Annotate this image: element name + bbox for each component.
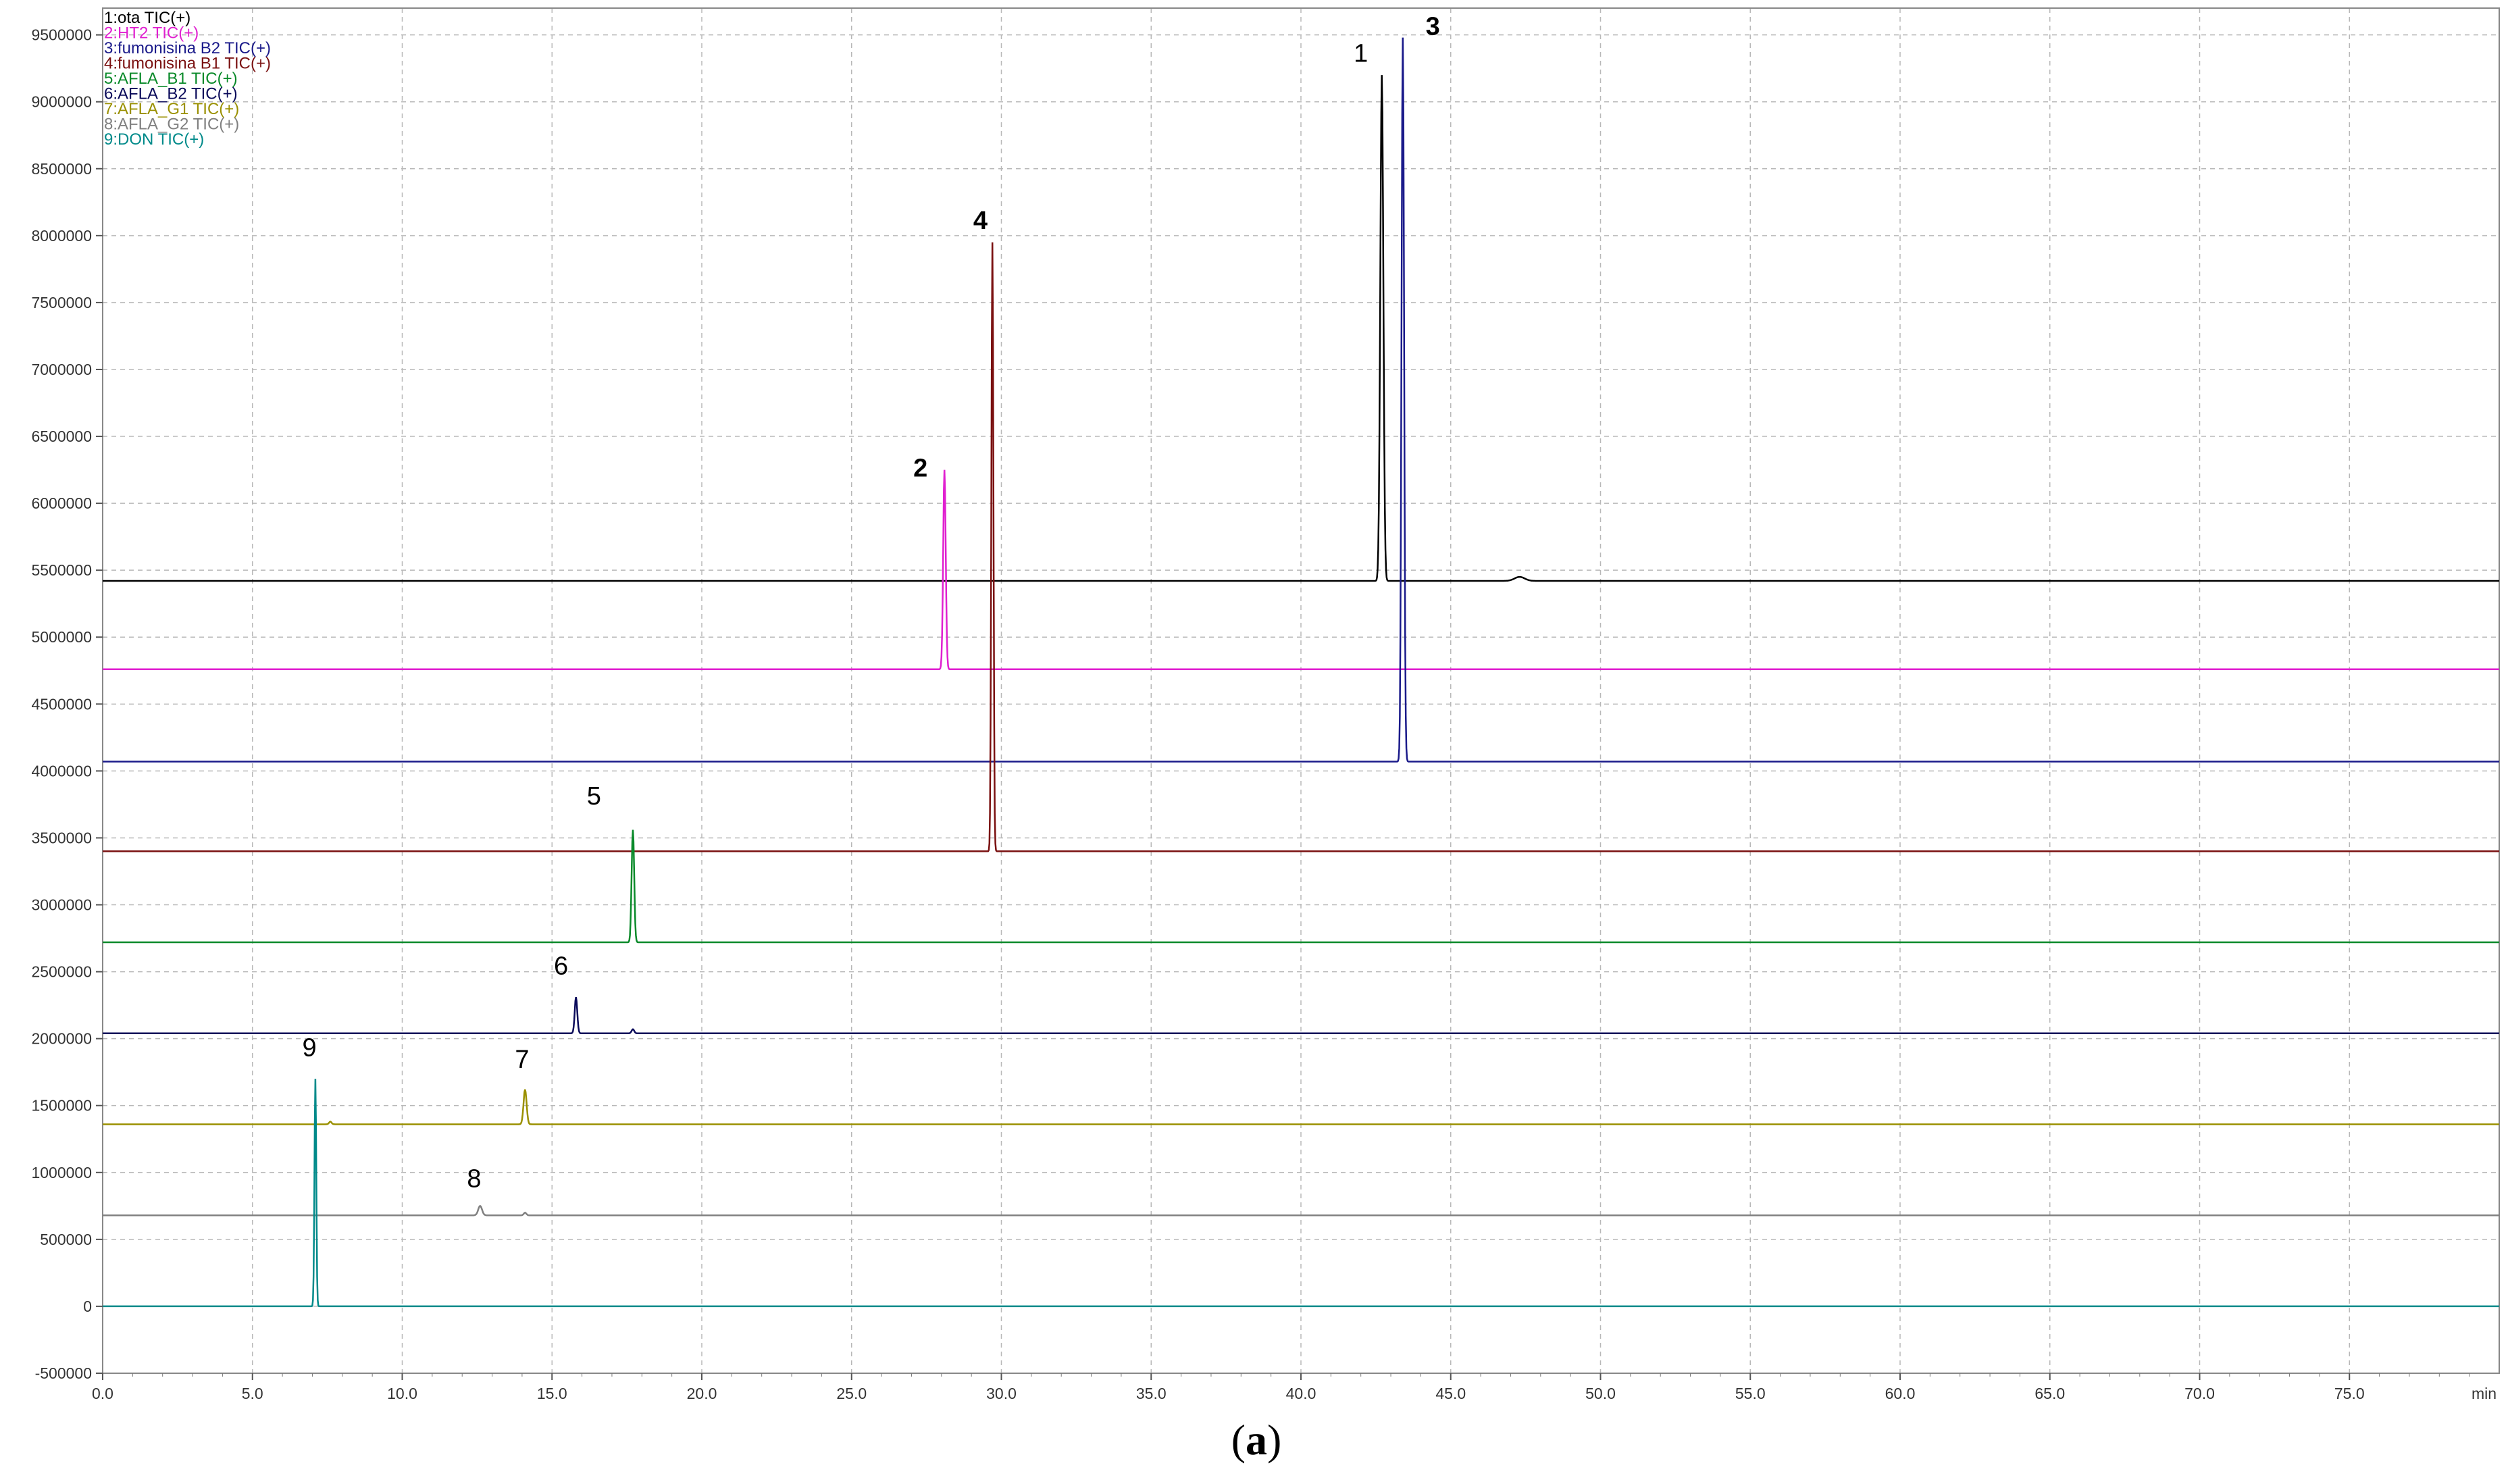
y-tick-label: 0 — [83, 1298, 92, 1315]
series-trace-1 — [103, 75, 2499, 582]
y-tick-label: 500000 — [40, 1231, 92, 1248]
x-tick-label: 75.0 — [2334, 1385, 2365, 1402]
x-tick-label: 50.0 — [1585, 1385, 1616, 1402]
peak-label-8: 8 — [467, 1165, 481, 1194]
series-trace-2 — [103, 469, 2499, 671]
series-trace-4 — [103, 242, 2499, 852]
x-tick-label: 10.0 — [387, 1385, 417, 1402]
y-tick-label: 2000000 — [31, 1030, 92, 1048]
peak-label-3: 3 — [1426, 13, 1440, 41]
series-trace-5 — [103, 829, 2499, 944]
peak-label-9: 9 — [302, 1033, 316, 1062]
legend-entry-9: 9:DON TIC(+) — [104, 130, 204, 149]
x-unit-label: min — [2472, 1385, 2497, 1402]
y-tick-label: 8000000 — [31, 227, 92, 245]
series-trace-7 — [103, 1089, 2499, 1125]
caption-open: ( — [1231, 1416, 1246, 1464]
y-tick-label: 9000000 — [31, 93, 92, 111]
x-tick-label: 70.0 — [2184, 1385, 2215, 1402]
series-trace-9 — [103, 1079, 2499, 1308]
caption-close: ) — [1267, 1416, 1282, 1464]
y-tick-label: 3500000 — [31, 829, 92, 846]
x-tick-label: 60.0 — [1885, 1385, 1916, 1402]
peak-label-7: 7 — [515, 1046, 529, 1074]
y-tick-label: 9500000 — [31, 26, 92, 44]
peak-label-4: 4 — [973, 207, 988, 235]
legend-entry-6: 6:AFLA_B2 TIC(+) — [104, 85, 238, 103]
series-trace-3 — [103, 37, 2499, 763]
x-tick-label: 45.0 — [1435, 1385, 1466, 1402]
legend-entry-7: 7:AFLA_G1 TIC(+) — [104, 100, 239, 118]
x-tick-label: 30.0 — [986, 1385, 1017, 1402]
peak-label-2: 2 — [913, 454, 927, 482]
legend-entry-3: 3:fumonisina B2 TIC(+) — [104, 39, 271, 57]
legend-entry-4: 4:fumonisina B1 TIC(+) — [104, 55, 271, 73]
y-tick-label: 3000000 — [31, 896, 92, 914]
y-tick-label: 4500000 — [31, 695, 92, 713]
legend-entry-5: 5:AFLA_B1 TIC(+) — [104, 70, 238, 88]
peak-label-1: 1 — [1354, 39, 1368, 68]
y-tick-label: 1500000 — [31, 1097, 92, 1115]
x-tick-label: 55.0 — [1735, 1385, 1766, 1402]
x-tick-label: 40.0 — [1286, 1385, 1316, 1402]
x-tick-label: 5.0 — [242, 1385, 263, 1402]
y-tick-label: 2500000 — [31, 963, 92, 981]
peak-labels-layer: 1 3 2 4 5 6 7 9 8 — [302, 13, 1439, 1194]
x-tick-label: 65.0 — [2034, 1385, 2065, 1402]
y-tick-label: -500000 — [35, 1364, 92, 1382]
y-tick-label: 6000000 — [31, 494, 92, 512]
y-tick-label: 5500000 — [31, 561, 92, 579]
x-tick-label: 25.0 — [836, 1385, 867, 1402]
legend-entry-1: 1:ota TIC(+) — [104, 9, 190, 27]
y-tick-label: 5000000 — [31, 628, 92, 646]
legend-entry-2: 2:HT2 TIC(+) — [104, 24, 199, 43]
y-tick-label: 7500000 — [31, 294, 92, 311]
series-layer — [103, 37, 2499, 1308]
y-tick-label: 1000000 — [31, 1164, 92, 1181]
y-tick-label: 4000000 — [31, 762, 92, 779]
y-tick-label: 7000000 — [31, 361, 92, 378]
grid-layer — [103, 8, 2499, 1374]
figure-caption: (a) — [1202, 1415, 1310, 1465]
series-trace-6 — [103, 997, 2499, 1034]
y-tick-label: 8500000 — [31, 160, 92, 178]
chromatogram-chart: 0.0 5.0 10.0 15.0 20.0 25.0 30.0 35.0 40.0 45.0 50… — [31, 7, 2500, 1402]
axes-layer: 0.0 5.0 10.0 15.0 20.0 25.0 30.0 35.0 40.0 45.0 50… — [31, 7, 2500, 1402]
x-tick-label: 20.0 — [687, 1385, 717, 1402]
peak-label-5: 5 — [587, 782, 601, 811]
series-trace-8 — [103, 1204, 2499, 1217]
x-tick-label: 0.0 — [92, 1385, 113, 1402]
caption-letter: a — [1246, 1416, 1267, 1464]
peak-label-6: 6 — [554, 952, 568, 981]
x-tick-label: 35.0 — [1136, 1385, 1167, 1402]
x-tick-label: 15.0 — [537, 1385, 567, 1402]
legend: 1:ota TIC(+)2:HT2 TIC(+)3:fumonisina B2 … — [104, 9, 271, 149]
legend-entry-8: 8:AFLA_G2 TIC(+) — [104, 116, 239, 134]
y-tick-label: 6500000 — [31, 428, 92, 445]
